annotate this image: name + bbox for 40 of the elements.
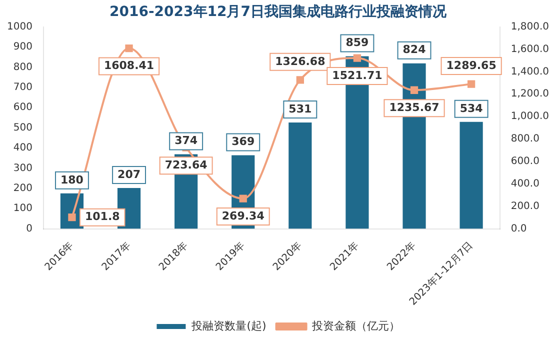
data-label: 534 [460, 102, 484, 115]
y-tick-label: 1000 [6, 21, 32, 32]
y2-tick-label: 400.0 [510, 178, 540, 190]
data-label: 1235.67 [389, 100, 440, 114]
data-label: 369 [232, 135, 255, 148]
y2-tick-label: 800.0 [510, 134, 540, 145]
data-label: 531 [288, 102, 312, 116]
data-label: 723.64 [164, 158, 208, 172]
y2-tick-label: 1,200.0 [510, 88, 550, 100]
data-label: 859 [346, 36, 369, 50]
data-label: 269.34 [222, 209, 265, 222]
y2-tick-label: 200.0 [510, 200, 540, 212]
y-tick-label: 900 [13, 42, 32, 53]
y2-tick-label: 1,000.0 [510, 111, 550, 122]
data-label: 1289.65 [446, 58, 496, 72]
legend-label: 投融资数量(起) [190, 319, 266, 332]
y-tick-label: 700 [13, 82, 32, 93]
y2-tick-label: 0.0 [510, 223, 527, 234]
y2-tick-label: 1,800.0 [510, 21, 550, 32]
y-tick-label: 500 [13, 122, 32, 134]
chart-title: 2016-2023年12月7日我国集成电路行业投融资情况 [110, 4, 448, 20]
y-tick-label: 800 [13, 62, 32, 73]
y-tick-label: 300 [13, 162, 32, 174]
y2-tick-label: 1,400.0 [510, 66, 550, 78]
y-tick-label: 200 [13, 182, 32, 194]
y2-tick-label: 1,600.0 [510, 44, 550, 55]
data-label: 1521.71 [332, 68, 382, 82]
y-tick-label: 0 [26, 223, 32, 234]
data-label: 101.8 [84, 210, 120, 224]
data-label: 374 [174, 134, 198, 148]
y-tick-label: 100 [13, 203, 32, 214]
y2-tick-label: 600.0 [510, 156, 540, 168]
data-label: 180 [60, 173, 84, 186]
data-label: 824 [402, 43, 426, 56]
data-label: 1326.68 [275, 54, 326, 68]
data-label: 207 [118, 168, 141, 181]
data-label: 1608.41 [104, 59, 154, 72]
legend-label: 投资金额（亿元） [310, 319, 400, 332]
y-tick-label: 600 [13, 102, 32, 114]
y-tick-label: 400 [13, 142, 32, 154]
